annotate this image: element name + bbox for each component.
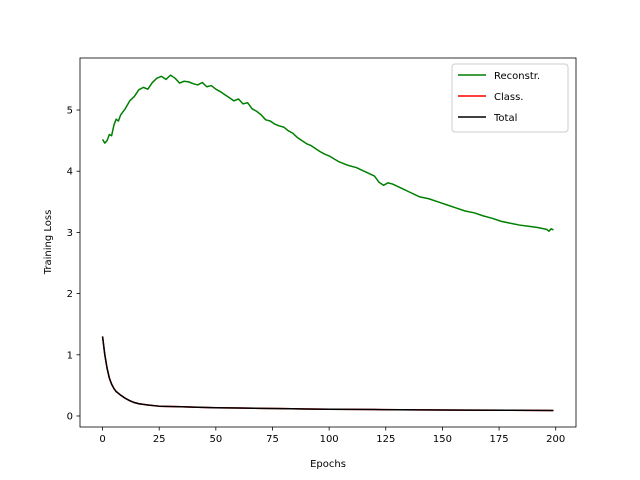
x-tick-label: 150 [433, 434, 452, 445]
x-tick-label: 200 [546, 434, 565, 445]
series-line-class [101, 336, 554, 412]
y-tick-label: 4 [67, 167, 73, 178]
x-tick-label: 100 [320, 434, 339, 445]
x-axis-label: Epochs [310, 459, 346, 470]
x-tick-label: 75 [266, 434, 279, 445]
y-axis-label: Training Loss [43, 210, 54, 276]
x-tick-label: 0 [99, 434, 105, 445]
legend-label: Reconstr. [494, 71, 540, 82]
series-line-reconstr [101, 74, 554, 232]
y-tick-label: 1 [67, 350, 73, 361]
x-tick-label: 175 [490, 434, 509, 445]
y-tick-label: 2 [67, 289, 73, 300]
x-tick-label: 25 [153, 434, 166, 445]
y-tick-label: 3 [67, 228, 73, 239]
axes-layer: 0 25 50 75 100 125 150 175 200 0 1 2 3 4 5 [67, 57, 577, 445]
legend-label: Class. [494, 92, 524, 103]
series-line-total [101, 336, 554, 412]
y-tick-label: 0 [67, 411, 73, 422]
x-tick-label: 125 [376, 434, 395, 445]
x-tick-label: 50 [209, 434, 222, 445]
legend-label: Total [493, 113, 517, 124]
series-layer [101, 74, 554, 412]
y-tick-label: 5 [67, 106, 73, 117]
legend-box [451, 63, 569, 133]
legend: Reconstr. Class. Total [451, 63, 569, 133]
plot-frame [79, 57, 577, 428]
